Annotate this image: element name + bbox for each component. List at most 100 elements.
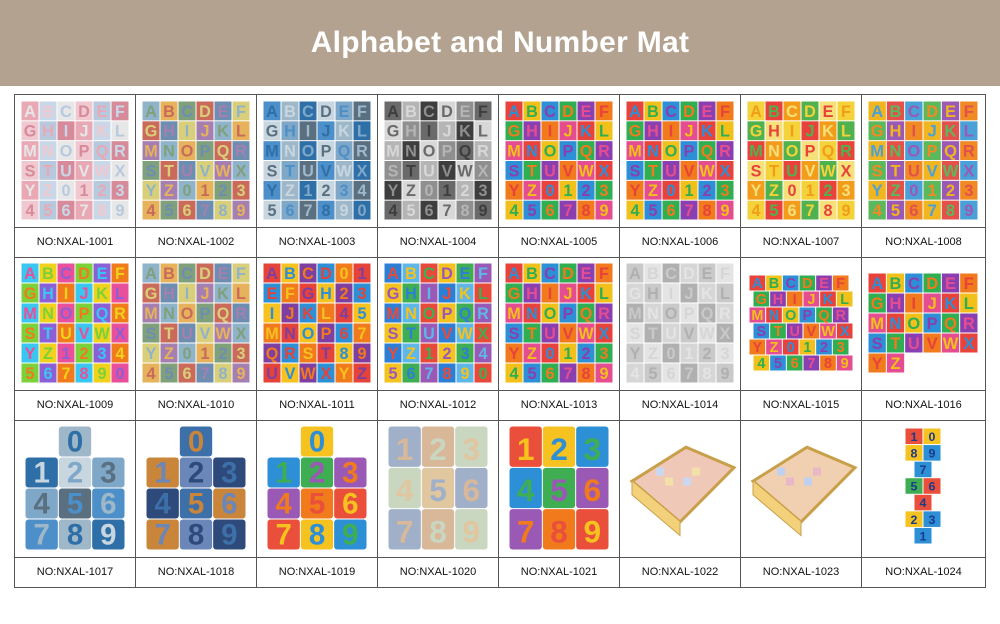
mat-tile-letter: 9 bbox=[115, 202, 124, 220]
mat-tile bbox=[39, 303, 57, 323]
mat-tile bbox=[786, 291, 803, 307]
product-cell: A B C D E F G H I J K L M N O P Q R S T U V W X Y Z 0 1 2 3 4 5 6 7 8 9 NO:N… bbox=[378, 95, 499, 257]
mat-tile bbox=[923, 200, 941, 220]
mat-tile-letter: N bbox=[163, 143, 175, 161]
mat-tile bbox=[644, 303, 662, 323]
mat-tile bbox=[178, 161, 196, 180]
mat-tile bbox=[263, 263, 281, 283]
mat-tile bbox=[160, 283, 178, 303]
mat-tile-number: 7 bbox=[396, 514, 414, 550]
mat-tile-letter: D bbox=[78, 103, 90, 121]
mat-tile-letter: V bbox=[927, 335, 938, 353]
mat-tile bbox=[766, 275, 782, 291]
mat-tile-letter: P bbox=[321, 325, 332, 343]
mat-tile-letter: V bbox=[807, 324, 817, 340]
mat-tile-letter: G bbox=[629, 285, 642, 303]
mat-tile bbox=[335, 283, 353, 303]
mat-tile bbox=[542, 426, 576, 467]
mat-tile bbox=[438, 180, 456, 200]
product-code: NO:NXAL-1003 bbox=[278, 236, 356, 248]
mat-tile-letter: O bbox=[785, 308, 796, 324]
mat-tile bbox=[299, 283, 317, 303]
mat-tile bbox=[335, 200, 353, 220]
mat-tile-letter: B bbox=[405, 103, 417, 121]
mat-tile-letter: K bbox=[823, 292, 834, 308]
mat-tile-number: 2 bbox=[550, 431, 568, 467]
mat-tile bbox=[160, 180, 178, 200]
mat-tile bbox=[832, 307, 849, 323]
mat-tile-letter: I bbox=[790, 123, 795, 141]
mat-tile bbox=[58, 457, 92, 488]
mat-tile bbox=[92, 457, 125, 488]
mat-tile bbox=[196, 101, 214, 121]
mat-tile bbox=[146, 457, 179, 488]
mat-tile bbox=[960, 141, 978, 160]
mat-tile-number: 4 bbox=[517, 472, 535, 508]
mat-tile bbox=[822, 477, 830, 486]
mat-tile bbox=[595, 343, 613, 363]
mat-tile bbox=[905, 273, 923, 293]
mat-tile bbox=[644, 263, 662, 283]
mat-tile-letter: G bbox=[750, 123, 763, 141]
mat-tile bbox=[662, 283, 680, 303]
mat-tile-letter: W bbox=[94, 325, 110, 343]
mat-tile-letter: Y bbox=[25, 182, 36, 200]
mat-tile-letter: 0 bbox=[61, 182, 70, 200]
mat-tile bbox=[886, 200, 905, 220]
mat-tile-letter: W bbox=[578, 325, 594, 343]
mat-tile bbox=[474, 200, 492, 220]
mat-tile bbox=[680, 363, 698, 383]
mat-tile bbox=[662, 141, 680, 160]
mat-tile bbox=[783, 141, 801, 160]
mat-tile bbox=[93, 323, 111, 343]
mat-tile bbox=[509, 509, 542, 550]
mat-tile bbox=[57, 101, 75, 121]
mat-tile-letter: Y bbox=[339, 365, 350, 383]
mat-tile bbox=[402, 101, 420, 121]
mat-tile bbox=[25, 519, 58, 550]
mat-tile-letter: A bbox=[629, 265, 641, 283]
mat-tile-letter: B bbox=[526, 103, 538, 121]
mat-tile-letter: F bbox=[720, 265, 730, 283]
mat-tile bbox=[438, 323, 456, 343]
mat-tile bbox=[111, 283, 129, 303]
mat-tile bbox=[698, 200, 716, 220]
mat-tile bbox=[317, 303, 335, 323]
mat-tile bbox=[402, 141, 420, 160]
mat-tile-letter: S bbox=[509, 325, 520, 343]
mat-tile-letter: 9 bbox=[599, 202, 608, 220]
mat-tile bbox=[456, 101, 474, 121]
mat-tile-letter: L bbox=[720, 285, 730, 303]
mat-tile-letter: A bbox=[750, 103, 762, 121]
mat-tile-letter: R bbox=[963, 315, 975, 333]
mat-tile bbox=[799, 275, 816, 291]
mat-tile-letter: R bbox=[598, 305, 610, 323]
mat-tile bbox=[335, 121, 353, 141]
mat-tile-number: 1 bbox=[154, 456, 170, 489]
mat-tile bbox=[868, 200, 886, 220]
mat-tile-letter: X bbox=[236, 162, 247, 180]
mat-tile bbox=[402, 343, 420, 363]
mat-tile bbox=[75, 263, 93, 283]
mat-tile-letter: 2 bbox=[820, 340, 828, 356]
mat-tile bbox=[644, 323, 662, 343]
mat-tile-letter: H bbox=[768, 123, 780, 141]
mat-tile bbox=[803, 323, 820, 339]
mat-tile-letter: G bbox=[629, 123, 642, 141]
mat-tile-letter: 9 bbox=[478, 202, 487, 220]
mat-tile bbox=[523, 161, 541, 180]
mat-tile bbox=[75, 200, 93, 220]
mat-tile bbox=[300, 488, 334, 519]
mat-tile bbox=[420, 323, 438, 343]
mat-tile-letter: S bbox=[872, 335, 883, 353]
mat-tile-letter: 1 bbox=[79, 182, 88, 200]
mat-tile bbox=[214, 161, 232, 180]
mat-tile-number: 1 bbox=[33, 456, 49, 489]
mat-tile-letter: K bbox=[459, 285, 471, 303]
mat-tile bbox=[281, 200, 299, 220]
mat-tile bbox=[753, 323, 770, 339]
mat-tile-letter: 1 bbox=[684, 182, 693, 200]
mat-tile-letter: 2 bbox=[218, 182, 227, 200]
mat-tile bbox=[456, 121, 474, 141]
mat-tile-letter: S bbox=[630, 162, 641, 180]
